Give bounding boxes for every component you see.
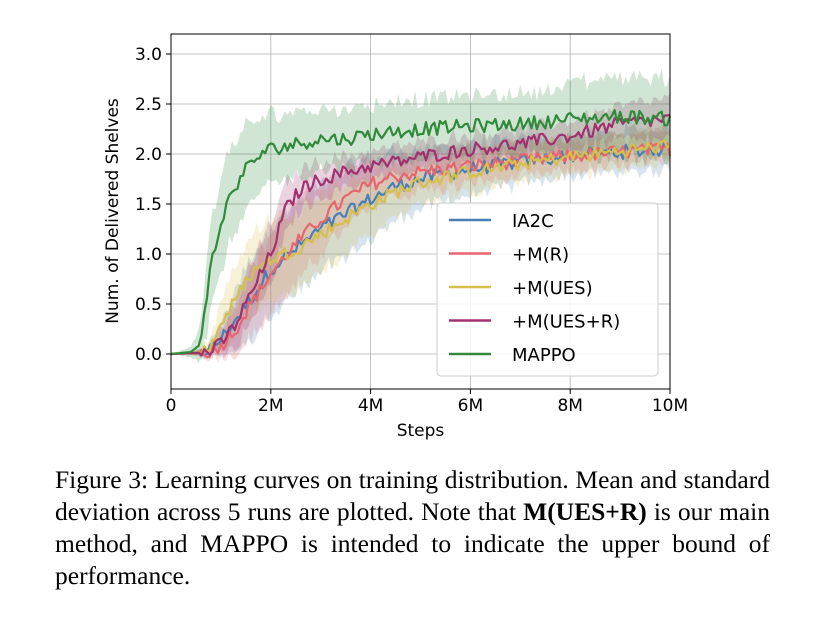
series-line-1 xyxy=(170,142,672,359)
legend-label: IA2C xyxy=(512,211,554,232)
figure-caption: Figure 3: Learning curves on training di… xyxy=(55,464,770,592)
axis-ticks: 0 2M 4M 6M 8M 10M 0.0 0.5 1.0 1.5 2.0 2.5 3.0 xyxy=(135,45,688,416)
y-tick-label: 1.0 xyxy=(135,245,162,265)
caption-text-2: is our main method, and MAPPO is intende… xyxy=(55,497,770,590)
y-tick-label: 0.5 xyxy=(135,295,162,315)
legend-label: +M(UES+R) xyxy=(512,312,620,333)
x-tick-label: 6M xyxy=(458,396,483,416)
std-bands xyxy=(171,68,670,364)
series-line-2 xyxy=(170,139,671,357)
std-band-4 xyxy=(171,68,670,364)
x-tick-label: 0 xyxy=(166,396,177,416)
series-line-4 xyxy=(170,109,672,356)
x-tick-label: 10M xyxy=(652,396,688,416)
legend-label: +M(UES) xyxy=(512,278,593,299)
y-tick-label: 2.0 xyxy=(135,145,162,165)
caption-label: Figure 3: xyxy=(55,465,149,494)
legend-label: MAPPO xyxy=(512,345,576,366)
x-tick-label: 8M xyxy=(557,396,582,416)
y-tick-label: 1.5 xyxy=(135,195,162,215)
plot-frame xyxy=(170,33,671,390)
series-line-3 xyxy=(170,113,671,357)
legend-label: +M(R) xyxy=(512,245,569,266)
mean-lines xyxy=(170,109,672,359)
x-axis-title: Steps xyxy=(397,421,445,441)
std-band-0 xyxy=(171,120,670,360)
caption-text-1: Learning curves on training distribution… xyxy=(55,465,770,526)
caption-bold-method: M(UES+R) xyxy=(523,497,647,526)
legend: IA2C +M(R) +M(UES) +M(UES+R) MAPPO xyxy=(436,202,659,377)
y-axis-title: Num. of Delivered Shelves xyxy=(103,98,123,324)
y-tick-label: 3.0 xyxy=(135,45,162,65)
x-tick-label: 2M xyxy=(258,396,283,416)
y-tick-label: 0.0 xyxy=(135,345,162,365)
legend-box xyxy=(436,202,659,377)
y-tick-label: 2.5 xyxy=(135,95,162,115)
x-tick-label: 4M xyxy=(358,396,383,416)
